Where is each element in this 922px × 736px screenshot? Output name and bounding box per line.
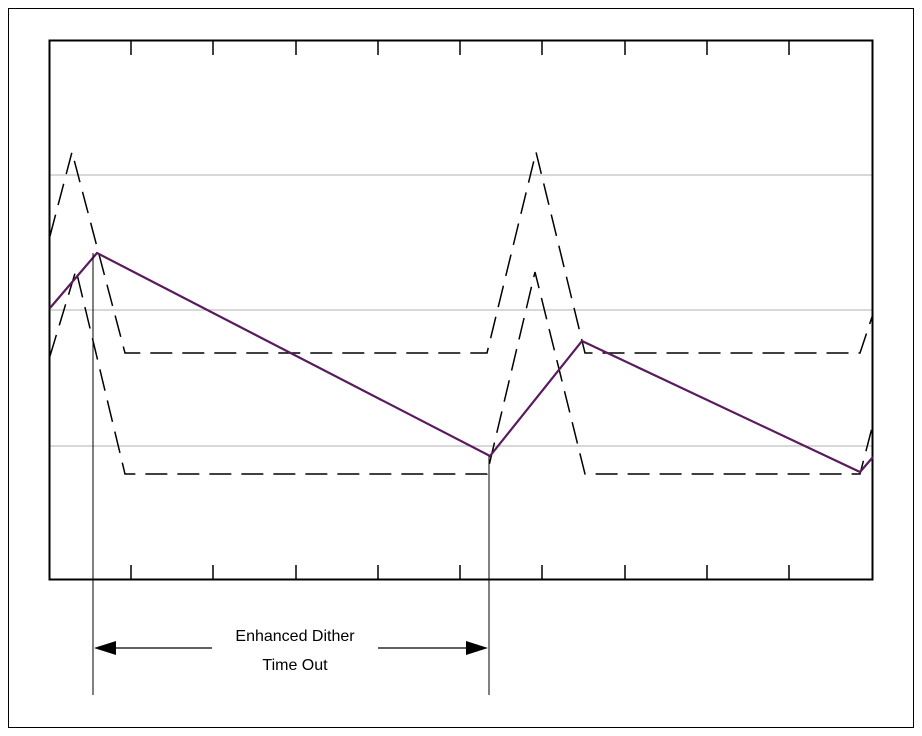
arrow-head-right — [466, 641, 488, 655]
dashed-waveforms — [49, 149, 874, 475]
annotation-line-1: Enhanced Dither — [235, 628, 355, 645]
dither-waveform — [49, 251, 874, 474]
outer-border — [8, 8, 914, 728]
tick-marks — [130, 41, 790, 579]
annotation-line-2: Time Out — [262, 657, 328, 674]
reference-lines — [50, 174, 873, 447]
arrow-head-left — [94, 641, 116, 655]
timeout-markers — [92, 253, 490, 695]
timeout-arrow — [94, 641, 488, 655]
dashed-lower-envelope — [49, 267, 874, 475]
dashed-upper-envelope — [49, 149, 874, 354]
plot-frame — [48, 39, 874, 581]
